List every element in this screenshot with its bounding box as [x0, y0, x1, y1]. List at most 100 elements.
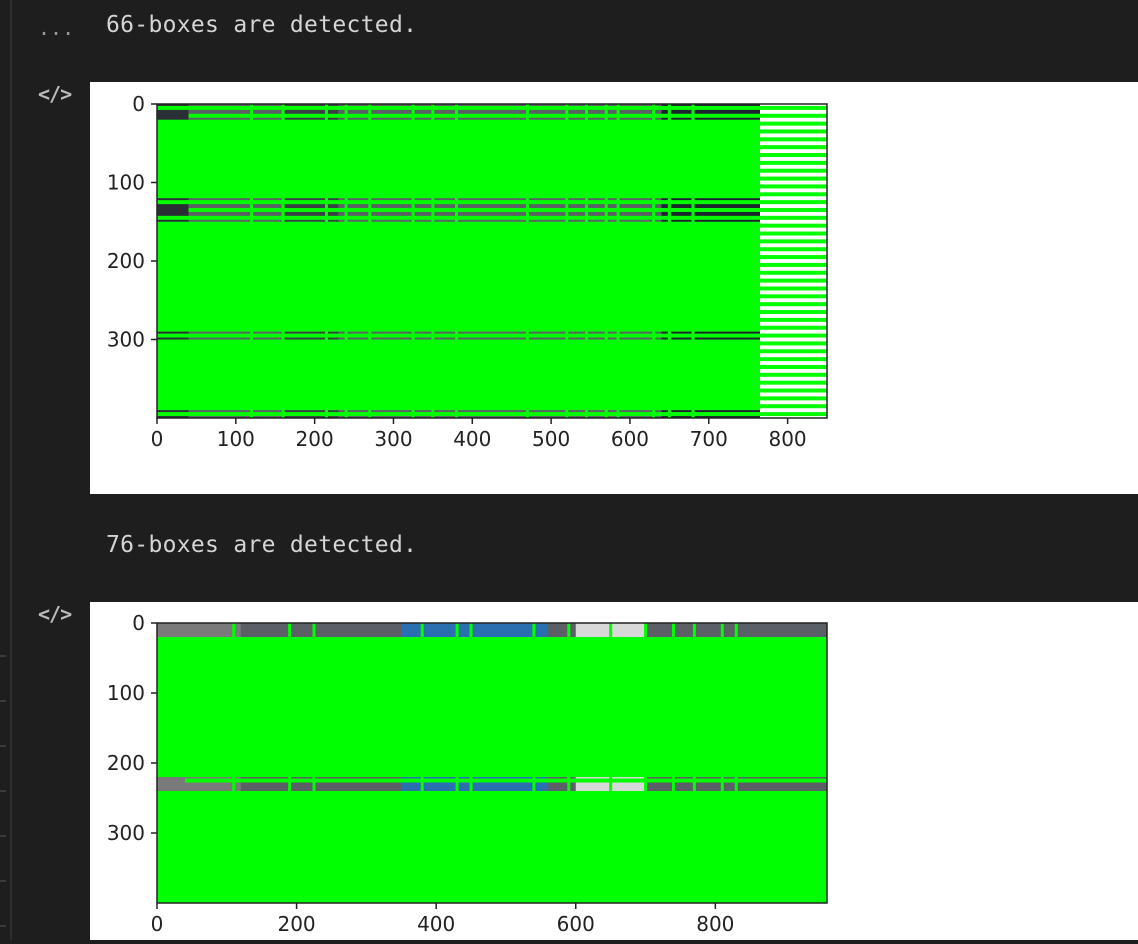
detection-plot: 0 200 400 600 800 0 100 200 300	[107, 611, 828, 936]
detection-box-edge	[157, 687, 827, 692]
detection-box-edge	[469, 623, 473, 903]
detection-box-edge	[157, 286, 827, 291]
detection-box-edge	[188, 160, 827, 165]
detection-box-edge	[157, 673, 827, 678]
detection-box-edge	[157, 294, 827, 299]
detection-box-edge	[157, 192, 827, 197]
detection-box-edge	[157, 239, 827, 244]
detection-box-edge	[157, 638, 827, 643]
detection-box-edge	[188, 137, 827, 142]
detection-box-edge	[157, 176, 827, 181]
detection-box-edge	[184, 848, 828, 853]
detection-box-edge	[344, 104, 348, 418]
detection-box-edge	[157, 855, 827, 860]
y-tick-label: 0	[132, 611, 145, 635]
x-tick-label: 500	[532, 427, 570, 451]
y-tick-label: 200	[107, 249, 145, 273]
detection-box-edge	[188, 113, 827, 118]
detection-box-edge	[188, 255, 827, 260]
detection-box-edge	[157, 247, 827, 252]
detection-box-edge	[157, 820, 827, 825]
detection-box-edge	[157, 145, 827, 150]
detection-box-edge	[157, 317, 827, 322]
detection-box-edge	[157, 215, 827, 220]
detection-box-edge	[157, 200, 827, 205]
detection-box-edge	[184, 778, 828, 783]
detection-box-edge	[157, 262, 827, 267]
detection-box-edge	[157, 129, 827, 134]
detection-box-edge	[184, 680, 828, 685]
padding-region	[760, 104, 827, 418]
detection-box-edge	[281, 104, 285, 418]
detection-box-edge	[671, 623, 675, 903]
detection-box-edge	[184, 701, 828, 706]
detection-box-edge	[157, 792, 827, 797]
detection-box-edge	[157, 834, 827, 839]
plot-area	[157, 104, 827, 418]
detection-box-edge	[184, 827, 828, 832]
gutter-tick	[0, 835, 6, 837]
detection-box-edge	[157, 862, 827, 867]
detection-box-edge	[157, 380, 827, 385]
detection-box-edge	[692, 623, 696, 903]
detection-box-edge	[157, 223, 827, 228]
detection-box-edge	[157, 715, 827, 720]
detection-box-edge	[157, 357, 827, 362]
detection-box-edge	[567, 623, 571, 903]
code-brackets-icon[interactable]: </>	[38, 602, 72, 626]
detection-box-edge	[188, 231, 827, 236]
detection-plot: 0 100 200 300 400 500 600 700 800 0 100 200 300	[107, 92, 828, 451]
detection-box-edge	[532, 623, 536, 903]
x-tick-label: 600	[557, 912, 595, 936]
code-brackets-icon[interactable]: </>	[38, 82, 72, 106]
detection-box-edge	[188, 184, 827, 189]
detection-box-edge	[720, 623, 724, 903]
detection-box-edge	[157, 404, 827, 409]
detection-box-edge	[157, 813, 827, 818]
detection-box-edge	[157, 105, 827, 110]
detection-box-edge	[157, 897, 827, 902]
detection-box-edge	[184, 722, 828, 727]
y-tick-label: 100	[107, 681, 145, 705]
detection-box-edge	[188, 372, 827, 377]
x-tick-label: 200	[296, 427, 334, 451]
detection-box-edge	[368, 104, 372, 418]
detection-box-edge	[188, 207, 827, 212]
output-image-panel: 0 200 400 600 800 0 100 200 300	[90, 602, 1138, 940]
detection-box-edge	[188, 302, 827, 307]
detection-box-edge	[157, 121, 827, 126]
detection-box-edge	[157, 412, 827, 417]
gutter-tick	[0, 790, 6, 792]
detection-box-edge	[157, 270, 827, 275]
x-tick-label: 100	[217, 427, 255, 451]
detection-box-edge	[157, 310, 827, 315]
detection-box-edge	[604, 104, 608, 418]
detection-box-edge	[188, 278, 827, 283]
detection-box-edge	[157, 841, 827, 846]
detection-box-edge	[525, 104, 529, 418]
detection-box-edge	[184, 806, 828, 811]
x-tick-label: 0	[151, 912, 164, 936]
detection-box-edge	[188, 325, 827, 330]
detection-box-edge	[157, 764, 827, 769]
detection-box-edge	[157, 883, 827, 888]
x-tick-label: 200	[277, 912, 315, 936]
y-tick-label: 100	[107, 171, 145, 195]
detection-box-edge	[585, 104, 589, 418]
x-tick-label: 800	[768, 427, 806, 451]
gutter-tick	[0, 655, 6, 657]
detection-box-edge	[188, 349, 827, 354]
detection-box-edge	[644, 623, 648, 903]
detection-box-edge	[157, 341, 827, 346]
gutter-tick	[0, 700, 6, 702]
detection-box-edge	[420, 623, 424, 903]
x-tick-label: 0	[151, 427, 164, 451]
detection-box-edge	[157, 736, 827, 741]
detection-box-edge	[188, 396, 827, 401]
detection-box-edge	[157, 388, 827, 393]
detection-box-edge	[667, 104, 671, 418]
plot-area	[157, 623, 828, 903]
x-tick-label: 300	[374, 427, 412, 451]
detection-box-edge	[157, 168, 827, 173]
detection-box-edge	[324, 104, 328, 418]
